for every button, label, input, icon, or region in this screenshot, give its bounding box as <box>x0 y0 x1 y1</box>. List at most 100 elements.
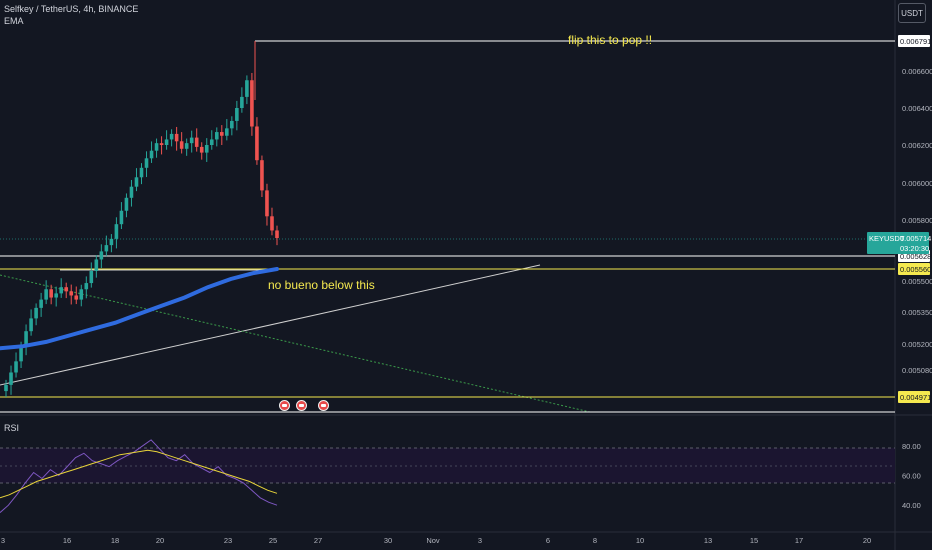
candle-body <box>4 384 8 392</box>
candle-body <box>49 289 53 298</box>
candle-body <box>79 289 84 300</box>
descending-trendline[interactable] <box>0 274 591 413</box>
candle-body <box>134 177 139 187</box>
candle-body <box>29 318 33 332</box>
candle-body <box>69 291 74 296</box>
candle-body <box>34 307 38 319</box>
candle-body <box>104 245 109 252</box>
candle-body <box>164 139 169 145</box>
price-label-text: 0.006791 <box>900 37 931 46</box>
price-tick-label: 0.006600 <box>902 67 932 76</box>
candle-body <box>24 331 28 347</box>
last-price-tag: KEYUSDT 0.005714 03:20:30 <box>867 232 931 254</box>
last-price-value: 0.005714 <box>900 234 931 243</box>
price-label-text: 0.005628 <box>900 252 931 261</box>
candle-body <box>139 167 144 178</box>
candle-body <box>19 346 23 362</box>
countdown-timer: 03:20:30 <box>900 244 929 253</box>
candle-body <box>174 133 179 142</box>
candle-body <box>114 224 119 239</box>
candle-body <box>84 283 89 290</box>
candle-body <box>240 96 244 108</box>
candle-body <box>204 145 209 153</box>
rsi-label[interactable]: RSI <box>4 423 20 433</box>
candle-body <box>89 271 94 284</box>
candle-body <box>159 143 164 145</box>
price-label-box <box>898 391 930 403</box>
symbol-title[interactable]: Selfkey / TetherUS, 4h, BINANCE <box>4 4 139 14</box>
candles-group <box>4 41 279 397</box>
candle-body <box>154 143 159 151</box>
event-badge-icon[interactable] <box>279 400 290 411</box>
candle-body <box>189 137 194 144</box>
ascending-trendline[interactable] <box>0 264 541 386</box>
candle-body <box>99 251 104 260</box>
candle-body <box>109 238 114 246</box>
candle-body <box>74 295 79 300</box>
candle-body <box>199 146 204 153</box>
time-tick-label: 23 <box>224 536 232 545</box>
price-label-text: 0.004971 <box>900 393 931 402</box>
time-tick-label: 15 <box>750 536 758 545</box>
time-tick-label: 27 <box>314 536 322 545</box>
time-tick-label: 6 <box>546 536 550 545</box>
candle-body <box>149 150 154 159</box>
candle-body <box>230 120 234 129</box>
event-badge-icon[interactable] <box>318 400 329 411</box>
candle-body <box>225 128 229 136</box>
candle-body <box>265 190 269 217</box>
mid-annotation[interactable]: no bueno below this <box>268 278 375 292</box>
candle-body <box>260 160 264 191</box>
candle-body <box>194 137 199 147</box>
candle-body <box>214 132 219 140</box>
rsi-line <box>0 439 278 513</box>
price-tick-label: 0.005200 <box>902 340 932 349</box>
rsi-tick-label: 80.00 <box>902 442 921 451</box>
time-tick-label: 3 <box>1 536 5 545</box>
time-tick-label: 20 <box>863 536 871 545</box>
time-tick-label: 17 <box>795 536 803 545</box>
ema-line <box>0 267 279 351</box>
price-tick-label: 0.005800 <box>902 216 932 225</box>
candle-body <box>219 132 224 136</box>
candle-body <box>250 80 254 127</box>
candle-body <box>54 293 58 298</box>
time-tick-label: 25 <box>269 536 277 545</box>
event-badge-icon[interactable] <box>296 400 307 411</box>
candle-body <box>255 126 259 161</box>
time-tick-label: 16 <box>63 536 71 545</box>
candle-body <box>275 230 279 238</box>
time-tick-label: 3 <box>478 536 482 545</box>
candle-body <box>169 133 174 140</box>
rsi-tick-label: 40.00 <box>902 501 921 510</box>
rsi-tick-label: 60.00 <box>902 472 921 481</box>
price-tick-label: 0.005350 <box>902 308 932 317</box>
candle-body <box>144 158 149 168</box>
candle-body <box>245 80 249 97</box>
candle-body <box>179 141 184 149</box>
candle-body <box>59 287 64 294</box>
price-tick-label: 0.006400 <box>902 104 932 113</box>
price-label-text: 0.005560 <box>900 265 931 274</box>
candle-body <box>64 287 69 292</box>
price-tick-label: 0.005500 <box>902 277 932 286</box>
candle-body <box>119 210 124 225</box>
rsi-ma-line <box>0 449 278 499</box>
price-label-box <box>898 263 930 275</box>
price-label-box <box>898 35 930 47</box>
time-tick-label: 10 <box>636 536 644 545</box>
candle-body <box>235 108 239 121</box>
candle-body <box>270 216 274 231</box>
top-annotation[interactable]: flip this to pop !! <box>568 33 653 47</box>
time-tick-label: 20 <box>156 536 164 545</box>
price-axis: 0.006600 0.006400 0.006200 0.006000 0.005800… <box>902 67 932 375</box>
currency-button[interactable]: USDT <box>898 3 926 23</box>
candle-body <box>129 186 134 198</box>
indicator-label[interactable]: EMA <box>4 16 24 26</box>
price-tick-label: 0.006000 <box>902 179 932 188</box>
rsi-axis: 80.00 60.00 40.00 <box>902 442 921 510</box>
candle-body <box>124 197 129 211</box>
time-tick-label: 30 <box>384 536 392 545</box>
candle-body <box>209 139 214 145</box>
